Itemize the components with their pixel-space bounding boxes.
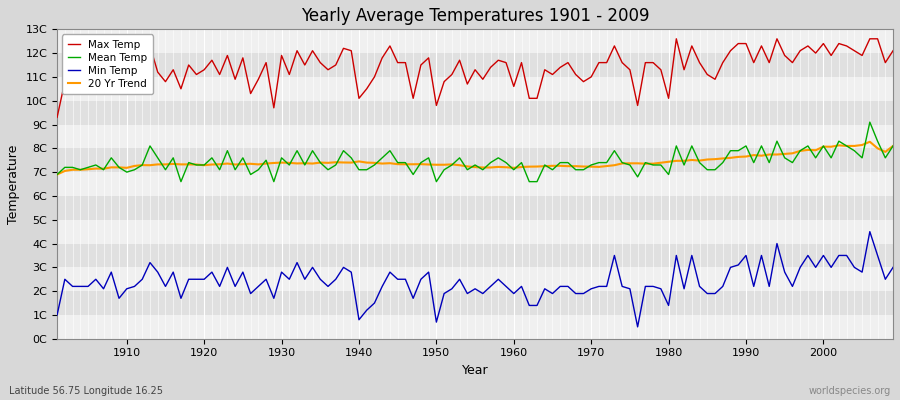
Bar <box>57 148 893 172</box>
Mean Temp <box>51 172 62 177</box>
Min Temp <box>508 291 519 296</box>
Min Temp <box>887 265 898 270</box>
Min Temp <box>51 312 62 317</box>
Min Temp <box>632 324 643 329</box>
20 Yr Trend <box>887 144 898 148</box>
Bar <box>57 172 893 196</box>
Bar <box>57 124 893 148</box>
Legend: Max Temp, Mean Temp, Min Temp, 20 Yr Trend: Max Temp, Mean Temp, Min Temp, 20 Yr Tre… <box>62 34 153 94</box>
Bar <box>57 77 893 101</box>
20 Yr Trend <box>113 165 124 170</box>
Bar <box>57 220 893 244</box>
Max Temp <box>601 60 612 65</box>
Bar <box>57 101 893 124</box>
Min Temp <box>864 229 875 234</box>
Max Temp <box>508 84 519 89</box>
X-axis label: Year: Year <box>462 364 489 377</box>
20 Yr Trend <box>51 172 62 177</box>
Bar <box>57 267 893 291</box>
Min Temp <box>500 284 511 289</box>
Bar <box>57 196 893 220</box>
Line: Max Temp: Max Temp <box>57 39 893 117</box>
Max Temp <box>51 115 62 120</box>
Bar <box>57 315 893 339</box>
Bar <box>57 244 893 267</box>
Mean Temp <box>516 160 526 165</box>
Bar <box>57 53 893 77</box>
Line: Mean Temp: Mean Temp <box>57 122 893 182</box>
Title: Yearly Average Temperatures 1901 - 2009: Yearly Average Temperatures 1901 - 2009 <box>301 7 649 25</box>
Min Temp <box>330 277 341 282</box>
Mean Temp <box>864 120 875 124</box>
Max Temp <box>284 72 294 77</box>
Mean Temp <box>609 148 620 153</box>
Text: Latitude 56.75 Longitude 16.25: Latitude 56.75 Longitude 16.25 <box>9 386 163 396</box>
Mean Temp <box>113 165 124 170</box>
Text: worldspecies.org: worldspecies.org <box>809 386 891 396</box>
20 Yr Trend <box>508 166 519 170</box>
20 Yr Trend <box>330 160 341 165</box>
Min Temp <box>284 277 294 282</box>
Max Temp <box>887 48 898 53</box>
Min Temp <box>601 284 612 289</box>
Line: Min Temp: Min Temp <box>57 232 893 327</box>
Max Temp <box>500 60 511 65</box>
Max Temp <box>330 62 341 67</box>
Mean Temp <box>176 179 186 184</box>
Max Temp <box>670 36 681 41</box>
20 Yr Trend <box>864 139 875 144</box>
Bar <box>57 291 893 315</box>
20 Yr Trend <box>601 164 612 168</box>
Mean Temp <box>508 167 519 172</box>
Y-axis label: Temperature: Temperature <box>7 144 20 224</box>
Min Temp <box>113 296 124 301</box>
Mean Temp <box>292 148 302 153</box>
Line: 20 Yr Trend: 20 Yr Trend <box>57 142 893 174</box>
Max Temp <box>113 86 124 91</box>
20 Yr Trend <box>284 160 294 165</box>
Mean Temp <box>338 148 349 153</box>
Mean Temp <box>887 144 898 148</box>
Bar <box>57 29 893 53</box>
20 Yr Trend <box>500 165 511 170</box>
